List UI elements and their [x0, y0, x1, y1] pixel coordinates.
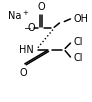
Text: Cl: Cl: [74, 53, 83, 63]
Text: Cl: Cl: [74, 37, 83, 47]
Text: −: −: [23, 23, 30, 32]
Text: +: +: [23, 10, 29, 16]
Text: Na: Na: [8, 11, 21, 21]
Text: HN: HN: [19, 45, 34, 55]
Text: O: O: [20, 68, 27, 78]
Text: OH: OH: [74, 14, 89, 24]
Text: O: O: [27, 23, 35, 33]
Text: O: O: [37, 2, 45, 12]
